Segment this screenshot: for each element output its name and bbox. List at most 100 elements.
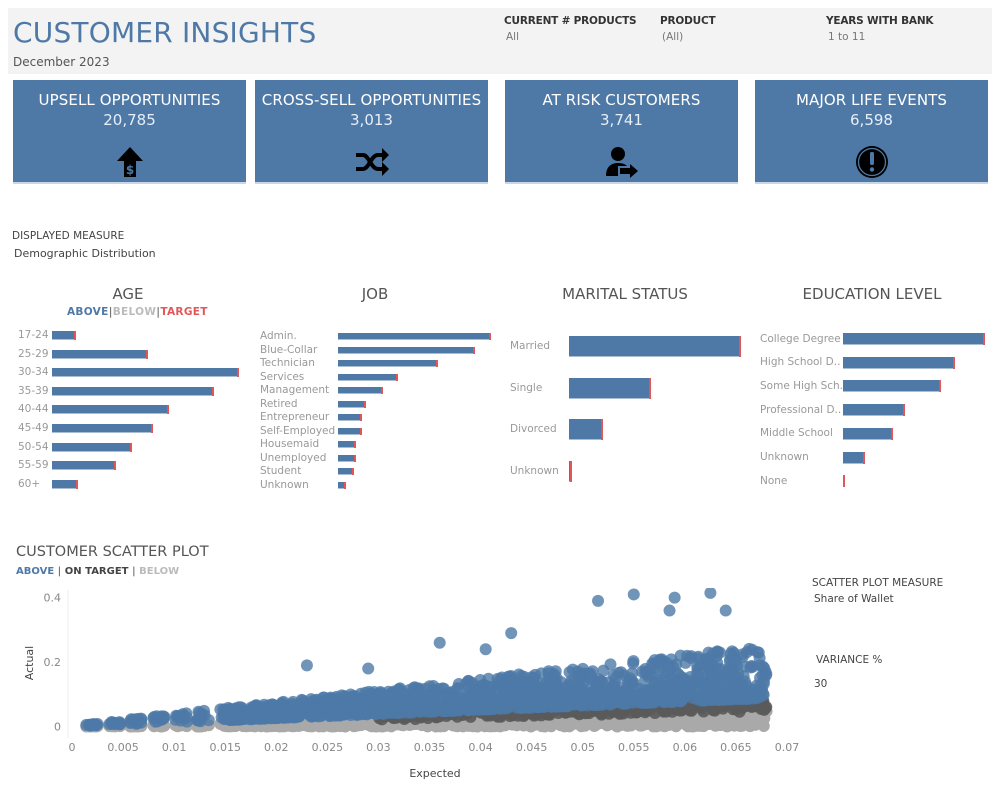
bar[interactable]	[52, 461, 115, 471]
scatter-point-above[interactable]	[568, 685, 581, 698]
scatter-point-above[interactable]	[296, 694, 309, 707]
bar-row[interactable]: 25-29	[18, 348, 243, 369]
scatter-point-above[interactable]	[604, 658, 617, 671]
scatter-point-above[interactable]	[523, 700, 536, 713]
bar-row[interactable]: High School D..	[760, 356, 990, 381]
filter-current-products[interactable]: CURRENT # PRODUCTS All	[504, 15, 637, 43]
bar[interactable]	[338, 441, 355, 448]
scatter-point-above[interactable]	[750, 679, 763, 692]
scatter-point-above[interactable]	[625, 677, 638, 690]
scatter-point-above[interactable]	[194, 715, 207, 728]
scatter-point-above[interactable]	[355, 708, 368, 721]
scatter-point-above[interactable]	[436, 705, 449, 718]
bar[interactable]	[338, 481, 345, 489]
bar[interactable]	[52, 405, 168, 415]
scatter-point-above[interactable]	[478, 682, 491, 695]
bar-row[interactable]: 30-34	[18, 366, 243, 387]
scatter-point-above[interactable]	[505, 627, 518, 640]
bar[interactable]	[843, 333, 984, 345]
scatter-point-above[interactable]	[657, 655, 670, 668]
bar-row[interactable]: Services	[260, 371, 495, 388]
bar[interactable]	[338, 468, 353, 475]
bar[interactable]	[338, 333, 490, 340]
scatter-point-above[interactable]	[432, 683, 445, 696]
bar-row[interactable]: Some High Sch..	[760, 380, 990, 404]
scatter-point-above[interactable]	[113, 718, 126, 731]
scatter-point-above[interactable]	[563, 666, 576, 679]
scatter-point-above[interactable]	[588, 684, 601, 697]
scatter-point-above[interactable]	[359, 690, 372, 703]
scatter-point-above[interactable]	[627, 655, 640, 668]
scatter-point-above[interactable]	[234, 701, 247, 714]
scatter-point-above[interactable]	[738, 675, 751, 688]
scatter-point-above[interactable]	[691, 667, 704, 680]
scatter-point-above[interactable]	[713, 646, 726, 659]
bar[interactable]	[338, 346, 474, 354]
scatter-point-above[interactable]	[362, 662, 375, 675]
bar-row[interactable]: Middle School	[760, 427, 990, 452]
bar[interactable]	[843, 404, 904, 417]
bar[interactable]	[338, 427, 361, 435]
bar[interactable]	[338, 387, 382, 394]
scatter-measure-control[interactable]: SCATTER PLOT MEASURE Share of Wallet	[812, 577, 943, 605]
scatter-point-above[interactable]	[427, 694, 440, 707]
bar[interactable]	[843, 380, 940, 393]
bar-row[interactable]: Unemployed	[260, 452, 495, 469]
scatter-point-above[interactable]	[529, 687, 542, 700]
bar-row[interactable]: 40-44	[18, 403, 243, 424]
bar[interactable]	[338, 400, 365, 408]
scatter-point-above[interactable]	[271, 707, 284, 720]
scatter-measure-value[interactable]: Share of Wallet	[814, 593, 894, 605]
filter-value[interactable]: All	[506, 31, 520, 43]
bar-row[interactable]: 55-59	[18, 459, 243, 480]
scatter-point-above[interactable]	[531, 700, 544, 713]
scatter-point-above[interactable]	[668, 591, 681, 604]
scatter-point-above[interactable]	[345, 698, 358, 711]
card-major-life-events[interactable]: MAJOR LIFE EVENTS 6,598	[755, 80, 988, 184]
scatter-point-above[interactable]	[87, 718, 100, 731]
filter-value[interactable]: 1 to 11	[828, 31, 866, 43]
bar-row[interactable]: 17-24	[18, 329, 243, 350]
bar-row[interactable]: 50-54	[18, 441, 243, 462]
bar[interactable]	[338, 414, 361, 421]
scatter-point-above[interactable]	[739, 660, 752, 673]
scatter-point-above[interactable]	[673, 692, 686, 705]
scatter-point-above[interactable]	[455, 701, 468, 714]
scatter-point-above[interactable]	[663, 604, 676, 617]
filter-value[interactable]: (All)	[662, 31, 684, 43]
bar-row[interactable]: College Degree	[760, 333, 990, 357]
scatter-point-above[interactable]	[496, 690, 509, 703]
scatter-point-above[interactable]	[416, 693, 429, 706]
scatter-point-above[interactable]	[676, 682, 689, 695]
scatter-point-below[interactable]	[658, 718, 671, 731]
scatter-point-above[interactable]	[292, 710, 305, 723]
scatter-point-above[interactable]	[636, 694, 649, 707]
scatter-point-below[interactable]	[610, 719, 623, 732]
scatter-point-above[interactable]	[756, 668, 769, 681]
card-at-risk-customers[interactable]: AT RISK CUSTOMERS 3,741	[505, 80, 738, 184]
scatter-point-above[interactable]	[719, 604, 732, 617]
bar[interactable]	[338, 373, 397, 381]
scatter-point-below[interactable]	[573, 718, 586, 731]
bar-row[interactable]: 35-39	[18, 385, 243, 406]
scatter-point-above[interactable]	[392, 706, 405, 719]
bar[interactable]	[843, 427, 892, 440]
scatter-point-above[interactable]	[310, 709, 323, 722]
scatter-point-above[interactable]	[518, 670, 531, 683]
bar-row[interactable]: Professional D..	[760, 404, 990, 428]
bar[interactable]	[52, 442, 131, 452]
scatter-point-above[interactable]	[433, 636, 446, 649]
bar[interactable]	[338, 454, 355, 462]
bar-row[interactable]: Blue-Collar	[260, 344, 495, 361]
bar-row[interactable]: Student	[260, 465, 495, 482]
scatter-point-on-target[interactable]	[648, 706, 661, 719]
bar[interactable]	[52, 479, 77, 489]
scatter-point-above[interactable]	[382, 705, 395, 718]
scatter-point-above[interactable]	[410, 682, 423, 695]
bar-row[interactable]: Married	[510, 336, 745, 378]
bar-row[interactable]: Divorced	[510, 419, 745, 461]
scatter-point-above[interactable]	[376, 689, 389, 702]
scatter-point-above[interactable]	[317, 691, 330, 704]
scatter-point-above[interactable]	[285, 697, 298, 710]
scatter-point-on-target[interactable]	[673, 704, 686, 717]
